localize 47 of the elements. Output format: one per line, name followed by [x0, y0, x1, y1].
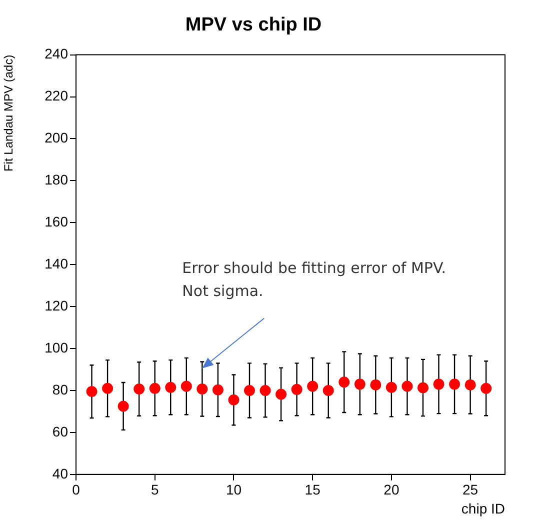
- y-tick-label: 140: [44, 255, 68, 272]
- point: [228, 394, 240, 406]
- point: [338, 376, 350, 388]
- point: [417, 382, 428, 394]
- y-tick-label: 180: [44, 172, 68, 188]
- annotation: Error should be fitting error of MPV. Not sigma.: [182, 259, 446, 300]
- x-axis-title: chip ID: [461, 500, 505, 516]
- point: [276, 388, 287, 400]
- point: [402, 380, 413, 392]
- x-tick-label: 0: [72, 482, 80, 498]
- point: [212, 384, 224, 396]
- point: [433, 378, 444, 390]
- point: [322, 384, 334, 396]
- point: [196, 384, 208, 395]
- chart-title: MPV vs chip ID: [185, 14, 322, 36]
- point: [449, 378, 460, 390]
- y-tick-label: 160: [44, 214, 68, 230]
- y-tick-label: 40: [52, 465, 68, 482]
- point: [244, 384, 255, 396]
- point: [102, 382, 114, 394]
- point: [386, 382, 397, 393]
- point: [307, 380, 318, 392]
- y-axis-title: Fit Landau MPV (adc): [2, 54, 16, 172]
- point: [354, 378, 366, 390]
- y-tick-label: 220: [44, 88, 68, 104]
- x-tick-label: 10: [226, 482, 242, 498]
- point: [165, 382, 176, 393]
- x-tick-label: 20: [384, 482, 400, 498]
- x-tick-label: 15: [304, 482, 321, 498]
- point: [134, 384, 145, 395]
- x-tick-label: 5: [150, 482, 159, 498]
- point: [480, 382, 492, 394]
- point: [370, 379, 382, 390]
- y-tick-label: 60: [52, 423, 68, 440]
- point: [86, 386, 98, 398]
- y-tick-label: 80: [52, 381, 68, 398]
- point: [180, 380, 192, 392]
- y-tick-label: 240: [44, 46, 68, 62]
- y-tick-label: 100: [44, 339, 68, 356]
- point: [149, 382, 160, 394]
- y-tick-label: 120: [44, 297, 68, 314]
- point: [464, 379, 476, 390]
- point: [291, 384, 302, 395]
- y-tick-label: 200: [44, 130, 68, 146]
- point: [260, 384, 271, 396]
- x-tick-label: 25: [462, 482, 478, 498]
- point: [118, 400, 129, 412]
